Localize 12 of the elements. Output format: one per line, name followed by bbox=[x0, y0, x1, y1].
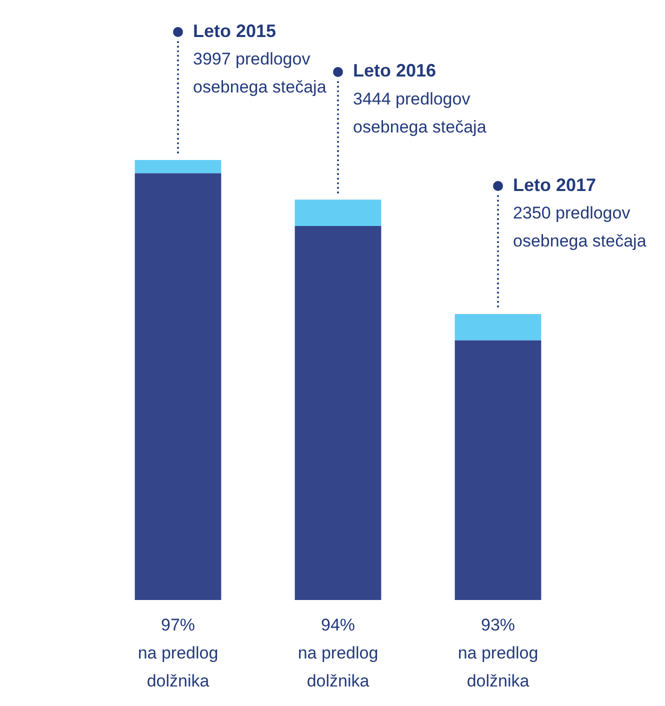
text: 93% na predlog dolžnika bbox=[458, 616, 538, 691]
bar bbox=[134, 160, 222, 174]
bar bbox=[294, 226, 382, 600]
bar bbox=[294, 200, 382, 226]
bar bbox=[454, 314, 542, 340]
text: Leto 2016 3444 predlogov osebnega stečaja bbox=[353, 60, 487, 136]
bar bbox=[454, 340, 542, 600]
bar bbox=[134, 173, 222, 600]
text: 97% na predlog dolžnika bbox=[138, 616, 218, 691]
annotation: Leto 2017 2350 predlogov osebnega stečaja bbox=[513, 174, 647, 251]
text: 94% na predlog dolžnika bbox=[298, 616, 378, 691]
text: Leto 2015 3997 predlogov osebnega stečaja bbox=[193, 20, 327, 97]
